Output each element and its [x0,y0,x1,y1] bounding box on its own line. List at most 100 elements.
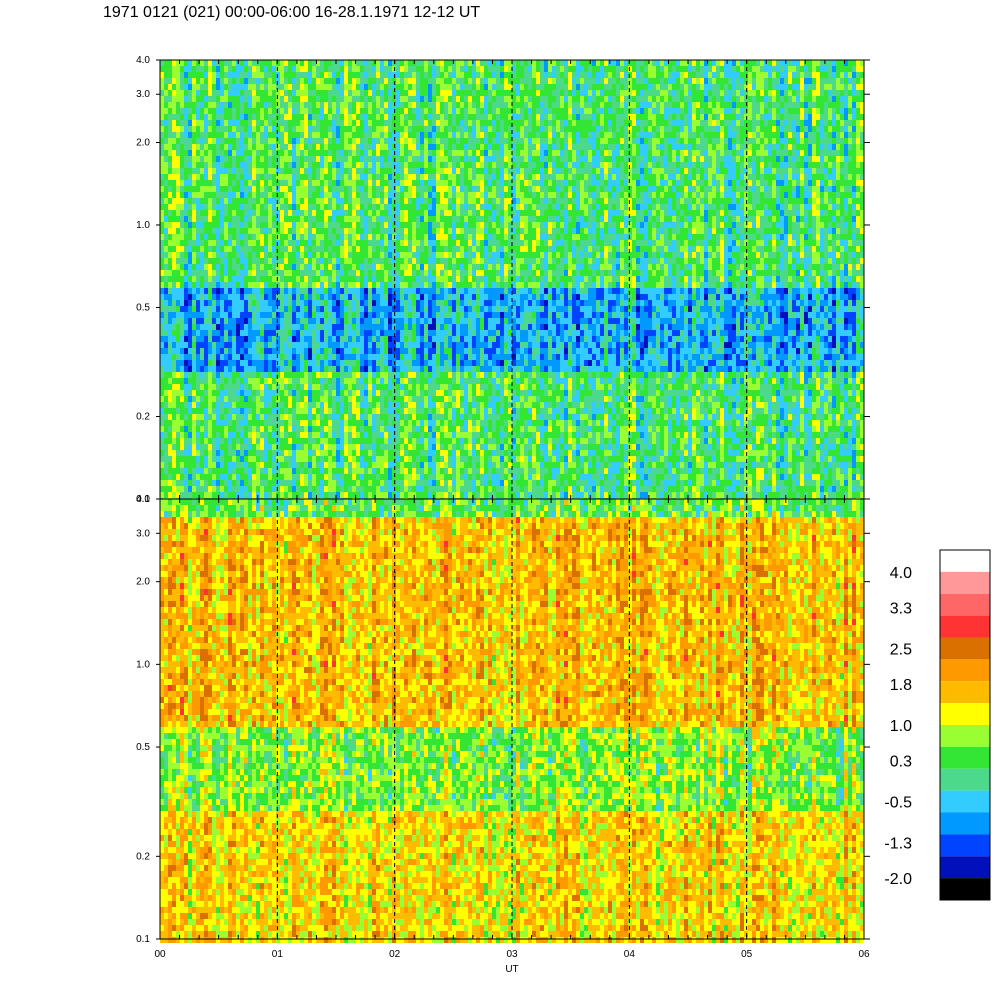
heatmap-cell [312,192,316,198]
heatmap-cell [252,162,256,168]
heatmap-cell [336,120,340,126]
heatmap-cell [272,462,276,468]
heatmap-cell [180,72,184,78]
heatmap-cell [364,354,368,360]
heatmap-cell [172,486,176,492]
heatmap-cell [376,486,380,492]
heatmap-cell [236,342,240,348]
heatmap-cell [176,456,180,462]
heatmap-cell [260,222,264,228]
heatmap-cell [204,132,208,138]
heatmap-cell [228,276,232,282]
heatmap-cell [288,402,292,408]
heatmap-cell [380,282,384,288]
heatmap-cell [208,492,212,498]
heatmap-cell [260,270,264,276]
heatmap-cell [420,336,424,342]
heatmap-cell [308,468,312,474]
heatmap-cell [380,354,384,360]
heatmap-cell [376,420,380,426]
heatmap-cell [248,126,252,132]
heatmap-cell [340,462,344,468]
heatmap-cell [184,150,188,156]
heatmap-cell [428,174,432,180]
heatmap-cell [284,180,288,186]
heatmap-cell [248,72,252,78]
heatmap-cell [216,60,220,66]
heatmap-cell [336,438,340,444]
heatmap-cell [160,240,164,246]
heatmap-cell [396,330,400,336]
heatmap-cell [272,450,276,456]
heatmap-cell [220,402,224,408]
heatmap-cell [368,174,372,180]
heatmap-cell [172,270,176,276]
heatmap-cell [304,114,308,120]
heatmap-cell [224,486,228,492]
heatmap-cell [264,228,268,234]
heatmap-cell [312,366,316,372]
heatmap-cell [312,324,316,330]
heatmap-cell [336,474,340,480]
heatmap-cell [388,444,392,450]
heatmap-cell [412,102,416,108]
heatmap-cell [232,354,236,360]
heatmap-cell [176,150,180,156]
heatmap-cell [212,246,216,252]
heatmap-cell [336,138,340,144]
heatmap-cell [404,318,408,324]
heatmap-cell [420,246,424,252]
heatmap-cell [360,438,364,444]
heatmap-cell [388,156,392,162]
heatmap-cell [292,132,296,138]
heatmap-cell [212,60,216,66]
heatmap-cell [404,156,408,162]
heatmap-cell [376,462,380,468]
heatmap-cell [360,348,364,354]
heatmap-cell [188,330,192,336]
heatmap-cell [376,468,380,474]
heatmap-cell [224,456,228,462]
heatmap-cell [352,180,356,186]
heatmap-cell [296,408,300,414]
heatmap-cell [160,312,164,318]
heatmap-cell [268,144,272,150]
heatmap-cell [224,84,228,90]
heatmap-cell [348,258,352,264]
heatmap-cell [272,60,276,66]
heatmap-cell [424,204,428,210]
heatmap-cell [212,282,216,288]
heatmap-cell [340,402,344,408]
heatmap-cell [264,330,268,336]
heatmap-cell [320,450,324,456]
heatmap-cell [272,396,276,402]
heatmap-cell [196,186,200,192]
heatmap-cell [184,354,188,360]
heatmap-cell [268,258,272,264]
heatmap-cell [320,366,324,372]
heatmap-cell [192,174,196,180]
heatmap-cell [168,264,172,270]
heatmap-cell [428,162,432,168]
heatmap-cell [424,198,428,204]
heatmap-cell [164,486,168,492]
heatmap-cell [348,264,352,270]
heatmap-cell [428,270,432,276]
heatmap-cell [160,480,164,486]
heatmap-cell [324,396,328,402]
heatmap-cell [212,102,216,108]
heatmap-cell [328,366,332,372]
heatmap-cell [304,228,308,234]
heatmap-cell [196,222,200,228]
heatmap-cell [264,252,268,258]
heatmap-cell [316,120,320,126]
heatmap-cell [284,276,288,282]
heatmap-cell [356,354,360,360]
heatmap-cell [236,354,240,360]
heatmap-cell [420,276,424,282]
heatmap-cell [244,462,248,468]
heatmap-cell [344,210,348,216]
heatmap-cell [192,192,196,198]
heatmap-cell [280,426,284,432]
heatmap-cell [332,402,336,408]
